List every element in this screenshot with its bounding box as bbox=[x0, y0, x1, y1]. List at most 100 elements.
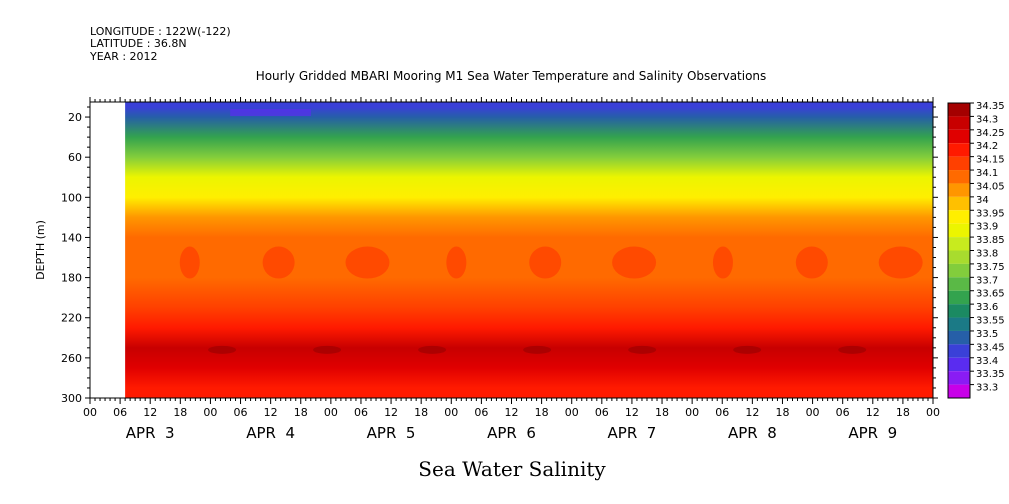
x-hour-label: 06 bbox=[595, 406, 609, 419]
colorbar-swatch bbox=[948, 371, 970, 385]
salinity-features bbox=[179, 109, 923, 354]
x-hour-label: 00 bbox=[685, 406, 699, 419]
x-axis: 00 06 12 18 00 06 12 18 00 06 12 18 00 06 12 18 00 06 12 18… bbox=[83, 97, 940, 442]
chart-title: Hourly Gridded MBARI Mooring M1 Sea Wate… bbox=[256, 69, 767, 83]
fresh-surface-patch bbox=[230, 109, 311, 117]
x-day-label: APR 9 bbox=[848, 424, 897, 442]
x-hour-label: 18 bbox=[896, 406, 910, 419]
x-hour-label: 12 bbox=[143, 406, 157, 419]
salinity-core bbox=[313, 345, 342, 354]
colorbar-frame bbox=[947, 102, 971, 399]
colorbar-label: 34.2 bbox=[976, 141, 998, 152]
x-hour-label: 12 bbox=[505, 406, 519, 419]
colorbar-label: 34.15 bbox=[976, 155, 1005, 166]
colorbar-swatch bbox=[948, 290, 970, 305]
x-hour-label: 12 bbox=[745, 406, 759, 419]
colorbar-swatch bbox=[948, 156, 970, 171]
colorbar-swatch bbox=[948, 129, 970, 144]
salinity-patch bbox=[878, 246, 923, 279]
y-axis-label: DEPTH (m) bbox=[34, 220, 47, 280]
salinity-patch bbox=[529, 246, 562, 279]
x-hour-label: 18 bbox=[414, 406, 428, 419]
x-day-label: APR 8 bbox=[728, 424, 777, 442]
salinity-patch bbox=[795, 246, 828, 279]
salinity-patch bbox=[612, 246, 657, 279]
colorbar-swatch bbox=[948, 223, 970, 238]
x-hour-label: 12 bbox=[866, 406, 880, 419]
x-hour-label: 18 bbox=[173, 406, 187, 419]
y-tick-label: 60 bbox=[68, 151, 82, 164]
colorbar-swatch bbox=[948, 304, 970, 318]
x-hour-label: 18 bbox=[775, 406, 789, 419]
colorbar-label: 34.35 bbox=[976, 101, 1005, 112]
colorbar-label: 33.6 bbox=[976, 302, 998, 313]
colorbar-swatch bbox=[948, 210, 970, 224]
x-day-label: APR 4 bbox=[246, 424, 295, 442]
colorbar-swatch bbox=[948, 103, 970, 117]
colorbar-label: 34.25 bbox=[976, 128, 1005, 139]
salinity-patch bbox=[345, 246, 390, 279]
x-axis-label: Sea Water Salinity bbox=[418, 457, 606, 481]
colorbar-swatch bbox=[948, 196, 970, 211]
y-tick-label: 260 bbox=[61, 352, 82, 365]
colorbar-label: 33.9 bbox=[976, 222, 998, 233]
colorbar-swatch bbox=[948, 143, 970, 157]
x-hour-label: 12 bbox=[264, 406, 278, 419]
x-hour-label: 06 bbox=[234, 406, 248, 419]
x-hour-label: 18 bbox=[294, 406, 308, 419]
colorbar-swatch bbox=[948, 170, 970, 184]
colorbar-label: 33.65 bbox=[976, 289, 1005, 300]
x-hour-label: 12 bbox=[384, 406, 398, 419]
x-hour-label: 00 bbox=[444, 406, 458, 419]
colorbar-label: 34 bbox=[976, 195, 989, 206]
colorbar-label: 33.4 bbox=[976, 356, 998, 367]
x-hour-label: 00 bbox=[203, 406, 217, 419]
y-tick-label: 180 bbox=[61, 272, 82, 285]
salinity-core bbox=[628, 345, 657, 354]
x-hour-label: 06 bbox=[836, 406, 850, 419]
longitude-label: LONGITUDE : 122W(-122) bbox=[90, 25, 231, 38]
colorbar-label: 34.05 bbox=[976, 181, 1005, 192]
x-hour-label: 06 bbox=[474, 406, 488, 419]
x-hour-label: 06 bbox=[715, 406, 729, 419]
colorbar-swatch bbox=[948, 263, 970, 278]
y-tick-label: 100 bbox=[61, 191, 82, 204]
x-hour-label: 00 bbox=[565, 406, 579, 419]
x-hour-label: 12 bbox=[625, 406, 639, 419]
colorbar-label: 33.5 bbox=[976, 329, 998, 340]
colorbar-label: 33.45 bbox=[976, 342, 1005, 353]
x-hour-label: 18 bbox=[655, 406, 669, 419]
salinity-core bbox=[523, 345, 552, 354]
colorbar-label: 33.85 bbox=[976, 235, 1005, 246]
colorbar-swatch bbox=[948, 116, 970, 130]
x-day-label: APR 3 bbox=[126, 424, 175, 442]
y-tick-label: 220 bbox=[61, 312, 82, 325]
x-hour-label: 00 bbox=[83, 406, 97, 419]
salinity-core bbox=[208, 345, 237, 354]
colorbar-swatch bbox=[948, 330, 970, 345]
x-hour-label: 00 bbox=[926, 406, 940, 419]
y-tick-label: 20 bbox=[68, 111, 82, 124]
colorbar-swatch bbox=[948, 344, 970, 358]
colorbar-swatch bbox=[948, 183, 970, 197]
salinity-patch bbox=[262, 246, 295, 279]
colorbar-label: 33.8 bbox=[976, 249, 998, 260]
x-hour-label: 06 bbox=[113, 406, 127, 419]
year-label: YEAR : 2012 bbox=[89, 50, 158, 63]
colorbar-swatch bbox=[948, 384, 970, 398]
salinity-core bbox=[733, 345, 762, 354]
colorbar-label: 33.7 bbox=[976, 275, 998, 286]
colorbar-swatch bbox=[948, 317, 970, 331]
colorbar-label: 33.55 bbox=[976, 316, 1005, 327]
x-hour-label: 00 bbox=[806, 406, 820, 419]
x-hour-label: 06 bbox=[354, 406, 368, 419]
salinity-patch bbox=[712, 246, 733, 279]
salinity-core bbox=[418, 345, 447, 354]
plot-area bbox=[89, 101, 934, 399]
y-tick-label: 300 bbox=[61, 392, 82, 405]
x-hour-label: 00 bbox=[324, 406, 338, 419]
salinity-core bbox=[838, 345, 867, 354]
x-hour-label: 18 bbox=[535, 406, 549, 419]
salinity-patch bbox=[446, 246, 467, 279]
